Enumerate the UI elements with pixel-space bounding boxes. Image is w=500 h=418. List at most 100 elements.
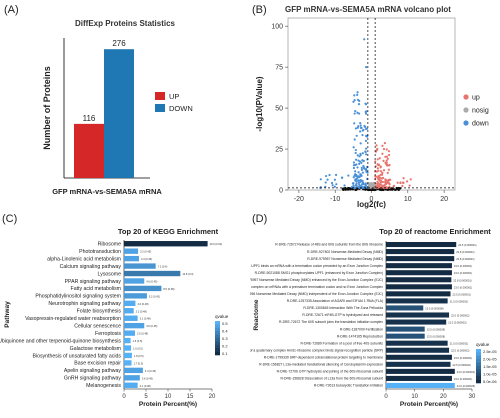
- category-label: PPAR signaling pathway: [65, 279, 122, 285]
- legend-label-down: DOWN: [169, 104, 193, 113]
- down-point: [358, 99, 361, 103]
- bar-value-label: 8.5 (0.38): [163, 287, 174, 291]
- down-point: [354, 158, 358, 161]
- down-point: [365, 127, 368, 131]
- bar-value-label: 23.8 (0.000001): [456, 257, 474, 261]
- enrichment-bar: [386, 284, 452, 290]
- down-point: [364, 168, 367, 171]
- down-point: [354, 148, 357, 152]
- category-label: Apelin signaling pathway: [64, 368, 122, 374]
- down-point: [356, 93, 359, 96]
- down-point: [360, 166, 363, 169]
- up-point: [377, 175, 380, 178]
- colorbar-segment: [476, 379, 481, 384]
- enrichment-bar: [124, 360, 132, 366]
- bar-value-label: 5.2 (0.42): [149, 294, 160, 298]
- enrichment-bar: [124, 375, 140, 381]
- bar-value-label: 23.0 (0.000001): [454, 377, 472, 381]
- down-point: [353, 99, 356, 102]
- bar-value-label: 23.8 (0.000001): [456, 250, 474, 254]
- up-point: [392, 184, 396, 187]
- up-point: [375, 148, 378, 152]
- up-point: [402, 177, 405, 180]
- category-label: R-DRE-1799332 Formation of a quaternary …: [250, 348, 383, 352]
- down-point: [331, 184, 334, 187]
- bar-value-label: 1.8 (0.5): [134, 354, 144, 358]
- category-label: R-DRE-72672 The 60S subunit joins the tr…: [279, 320, 383, 324]
- category-label: Lysosome: [98, 271, 122, 277]
- up-point: [387, 153, 391, 157]
- up-point: [382, 169, 386, 172]
- up-point: [374, 175, 377, 178]
- down-point: [352, 146, 355, 149]
- down-point: [333, 178, 337, 181]
- down-point: [359, 124, 362, 127]
- category-label: Phosphatidylinositol signaling system: [35, 294, 121, 300]
- panel-c: (C) Top 20 of KEGG Enrichment 19.0 (0.02) R…: [0, 209, 250, 418]
- up-point: [375, 144, 378, 147]
- panel-d: (D) Top 20 of reactome Enrichment 24.5 (0.…: [250, 209, 500, 418]
- up-point: [386, 157, 389, 160]
- down-point: [354, 163, 357, 167]
- category-label: R-DRE-72706 GTP hydrolysis and joining o…: [277, 370, 383, 374]
- down-point: [354, 174, 358, 178]
- nosig-point: [398, 186, 401, 190]
- down-point: [353, 138, 356, 141]
- bar-value-label: 1.5 (0.5): [133, 339, 143, 343]
- down-point: [356, 176, 359, 179]
- colorbar-segment: [215, 321, 220, 325]
- down-point: [359, 122, 362, 125]
- enrichment-bar: [386, 277, 452, 283]
- x-tick-label: 20: [209, 394, 216, 400]
- x-axis-label: Protein Percent(%): [400, 401, 458, 408]
- colorbar-segment: [215, 338, 220, 342]
- nosig-point: [391, 188, 394, 191]
- category-label: R-DRE-72671 eIF4B-GTP is hydrolyzed and …: [302, 313, 383, 317]
- down-point: [324, 185, 327, 188]
- down-point: [359, 180, 362, 183]
- enrichment-bar: [124, 278, 145, 284]
- up-point: [387, 168, 390, 171]
- down-point: [360, 161, 363, 165]
- category-label: R-DRE-1187000 Fertilization: [340, 327, 383, 331]
- enrichment-bar: [386, 347, 450, 353]
- down-point: [354, 109, 357, 113]
- down-point: [353, 94, 356, 97]
- colorbar-tick-label: 0.2: [222, 344, 228, 349]
- down-point: [354, 178, 357, 181]
- category-label: R-DRE-975956 Nonsense Mediated Decay (NM…: [250, 292, 383, 296]
- enrichment-bar: [124, 337, 131, 344]
- up-point: [384, 155, 387, 158]
- up-point: [385, 159, 388, 162]
- down-point: [341, 176, 344, 179]
- up-point: [377, 169, 380, 172]
- down-point: [362, 128, 365, 132]
- category-label: Calcium signaling pathway: [60, 264, 122, 270]
- enrichment-bar: [124, 255, 139, 262]
- down-point: [355, 134, 358, 137]
- enrichment-bar: [386, 382, 455, 389]
- bar-value-label: 13.5 (0.000008): [427, 335, 445, 339]
- down-point: [357, 103, 361, 106]
- up-point: [381, 176, 385, 180]
- up-point: [376, 158, 379, 161]
- colorbar-segment: [215, 331, 220, 335]
- enrichment-bar: [386, 270, 452, 276]
- down-point: [356, 91, 359, 94]
- enrichment-bar: [386, 319, 447, 325]
- y-tick-label: 25: [275, 147, 283, 154]
- legend-label-up: UP: [169, 92, 179, 101]
- up-point: [401, 184, 404, 188]
- category-label: R-DRE-9177000 Formation of UPF1-eRF3 com…: [250, 285, 383, 289]
- colorbar-tick-label: 2.5e-05: [483, 349, 497, 354]
- up-point: [382, 159, 385, 162]
- nosig-point: [397, 188, 400, 192]
- colorbar-segment: [476, 366, 481, 370]
- down-point: [358, 155, 361, 158]
- bar-value-label: 276: [112, 39, 126, 48]
- bar-value-label: 22.0 (0.000002): [451, 349, 469, 353]
- chart-title: Top 20 of KEGG Enrichment: [118, 227, 219, 236]
- down-point: [358, 112, 361, 115]
- bar-up: [74, 123, 104, 178]
- colorbar-segment: [476, 359, 481, 363]
